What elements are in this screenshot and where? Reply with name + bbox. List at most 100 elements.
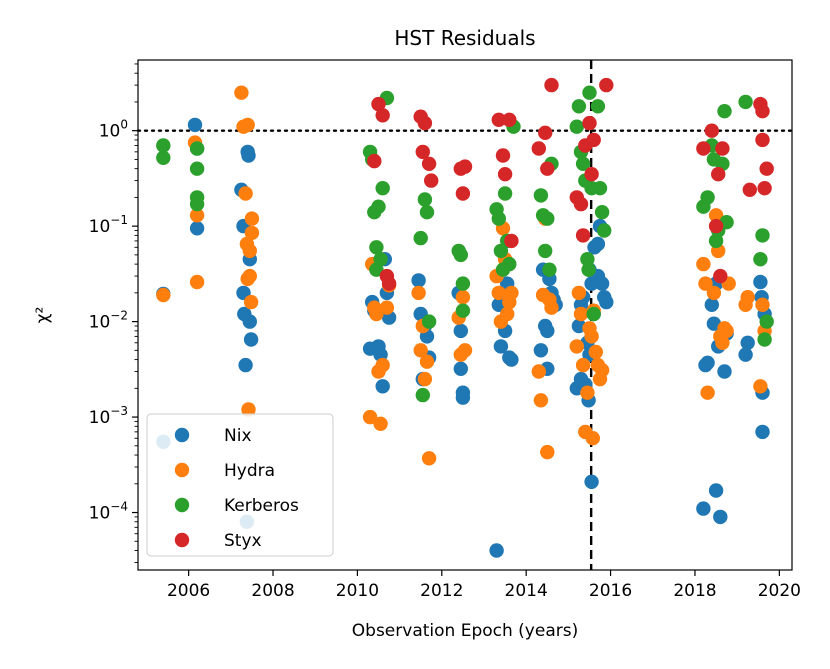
hydra-point <box>240 117 255 133</box>
hydra-point <box>700 385 715 400</box>
hydra-point <box>457 343 473 358</box>
styx-point <box>504 233 519 249</box>
nix-point <box>594 276 610 291</box>
kerberos-point <box>538 243 553 259</box>
hydra-point <box>411 285 426 301</box>
styx-point <box>755 104 770 119</box>
x-axis: 2006 2008 2010 2012 2014 2016 2018 2020 <box>167 570 801 601</box>
hydra-point <box>719 323 734 339</box>
kerberos-point <box>189 161 205 176</box>
nix-point <box>738 347 753 362</box>
series-styx <box>367 77 774 291</box>
hydra-point <box>189 208 205 223</box>
kerberos-point <box>497 186 513 201</box>
kerberos-point <box>580 252 595 267</box>
styx-point <box>713 268 728 284</box>
hydra-point <box>242 243 257 259</box>
hydra-point <box>588 344 603 360</box>
kerberos-point <box>700 190 715 205</box>
kerberos-point <box>757 332 772 347</box>
hydra-point <box>244 211 260 226</box>
y-tick-label: 10−2 <box>89 309 128 333</box>
hydra-point <box>740 290 755 305</box>
nix-point <box>489 543 504 558</box>
kerberos-point <box>453 247 468 263</box>
hydra-point <box>417 371 433 387</box>
nix-point <box>599 294 614 310</box>
nix-point <box>740 335 755 350</box>
styx-point <box>381 276 397 291</box>
nix-point <box>453 323 468 339</box>
y-tick-label: 10−4 <box>89 500 128 524</box>
hydra-point <box>540 444 555 460</box>
kerberos-point <box>417 192 433 207</box>
kerberos-point <box>156 150 171 165</box>
nix-point <box>375 379 390 394</box>
styx-point <box>584 167 599 182</box>
nix-point <box>187 117 203 133</box>
series-kerberos <box>156 85 774 403</box>
hydra-point <box>419 354 435 369</box>
hydra-point <box>531 364 546 379</box>
hydra-point <box>755 297 770 312</box>
hydra-point <box>362 409 378 425</box>
styx-point <box>540 161 555 176</box>
nix-point <box>411 273 426 288</box>
styx-point <box>495 148 511 163</box>
kerberos-point <box>575 156 591 171</box>
nix-point <box>708 483 724 498</box>
y-tick-label: 100 <box>99 118 128 142</box>
kerberos-point <box>738 94 753 110</box>
hydra-point <box>413 343 428 358</box>
hydra-point <box>500 306 515 322</box>
styx-point <box>417 115 433 131</box>
kerberos-point <box>455 276 471 291</box>
styx-point <box>711 167 726 182</box>
data-points <box>156 77 774 558</box>
legend-marker-nix <box>174 427 190 443</box>
hydra-point <box>706 285 722 301</box>
kerberos-point <box>582 85 597 100</box>
nix-point <box>755 424 770 440</box>
nix-point <box>584 474 599 489</box>
styx-point <box>371 96 386 112</box>
styx-point <box>367 153 382 169</box>
hydra-point <box>698 276 713 291</box>
styx-point <box>457 159 473 174</box>
styx-point <box>575 228 591 243</box>
nix-point <box>242 314 257 329</box>
nix-point <box>189 221 205 236</box>
styx-point <box>497 167 513 182</box>
nix-point <box>453 361 468 376</box>
hydra-point <box>573 306 589 322</box>
hydra-point <box>569 339 584 354</box>
kerberos-point <box>415 387 430 403</box>
kerberos-point <box>590 99 606 114</box>
nix-point <box>704 297 719 312</box>
nix-point <box>455 390 471 405</box>
plot-frame <box>137 59 793 571</box>
kerberos-point <box>375 181 390 196</box>
hydra-point <box>585 431 600 446</box>
kerberos-point <box>421 314 437 329</box>
legend-marker-hydra <box>174 462 190 478</box>
legend-label-nix: Nix <box>224 426 252 446</box>
kerberos-point <box>597 223 612 238</box>
hydra-point <box>156 287 171 303</box>
hydra-point <box>571 285 587 301</box>
kerberos-point <box>156 138 171 153</box>
styx-point <box>573 196 589 212</box>
hydra-point <box>580 385 595 400</box>
y-axis-title: χ² <box>33 307 53 324</box>
kerberos-point <box>759 314 774 329</box>
hydra-point <box>375 357 390 373</box>
kerberos-point <box>189 196 205 212</box>
nix-point <box>238 357 253 373</box>
kerberos-point <box>571 99 587 114</box>
x-tick-label: 2014 <box>505 581 548 601</box>
x-tick-label: 2018 <box>673 581 716 601</box>
legend-marker-styx <box>174 532 190 548</box>
hydra-point <box>504 285 519 301</box>
kerberos-point <box>569 119 584 134</box>
